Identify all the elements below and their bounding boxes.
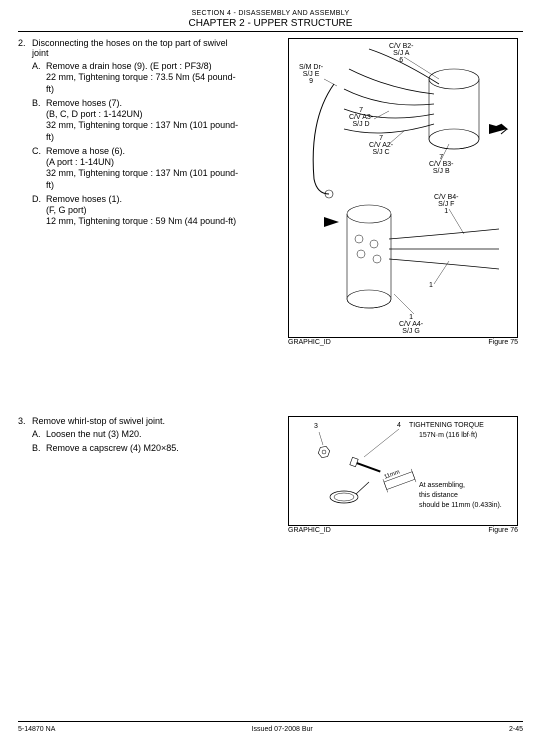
instruction-line: Remove a drain hose (9). (E port : PF3/8… — [46, 61, 242, 72]
instruction-line: 32 mm, Tightening torque : 137 Nm (101 p… — [46, 168, 242, 191]
fig-callout: 4 — [397, 422, 401, 429]
figure-75-svg — [289, 39, 519, 339]
instruction-line: Remove a hose (6). — [46, 146, 242, 157]
figure-caption: Figure 76 — [488, 527, 518, 534]
fig-label: 1 — [429, 282, 433, 289]
section-header: SECTION 4 - DISASSEMBLY AND ASSEMBLY — [18, 10, 523, 17]
instruction-line: Remove hoses (1). — [46, 194, 242, 205]
fig-torque-value: 157N·m (116 lbf·ft) — [419, 432, 477, 439]
sub-letter: B. — [32, 443, 46, 454]
sub-letter: B. — [32, 98, 46, 143]
figure-76: 3 4 TIGHTENING TORQUE 157N·m (116 lbf·ft… — [288, 416, 518, 526]
footer-issue: Issued 07-2008 Bur — [252, 726, 313, 733]
fig-label: C/V B2- S/J A6 — [389, 43, 414, 64]
figure-76-svg — [289, 417, 519, 527]
fig-label: 7C/V A3- S/J D — [349, 107, 373, 128]
step-num: 2. — [18, 38, 32, 58]
graphic-id: GRAPHIC_ID — [288, 339, 331, 346]
fig-torque-label: TIGHTENING TORQUE — [409, 422, 484, 429]
fig-label: 1C/V A4- S/J G — [399, 314, 423, 335]
sub-letter: A. — [32, 429, 46, 440]
footer-page: 2-45 — [509, 726, 523, 733]
instruction-line: 32 mm, Tightening torque : 137 Nm (101 p… — [46, 120, 242, 143]
instruction-line: 12 mm, Tightening torque : 59 Nm (44 pou… — [46, 216, 242, 227]
sub-letter: A. — [32, 61, 46, 95]
instruction-line: Remove hoses (7). — [46, 98, 242, 109]
instruction-line: 22 mm, Tightening torque : 73.5 Nm (54 p… — [46, 72, 242, 95]
chapter-title: CHAPTER 2 - UPPER STRUCTURE — [18, 18, 523, 32]
instruction-line: (F, G port) — [46, 205, 242, 216]
fig-label: C/V B4- S/J F1 — [434, 194, 459, 215]
fig-label: 7C/V A2- S/J C — [369, 135, 393, 156]
fig-label: 7C/V B3- S/J B — [429, 154, 454, 175]
sub-letter: D. — [32, 194, 46, 228]
sub-letter: C. — [32, 146, 46, 191]
instruction-line: (B, C, D port : 1-142UN) — [46, 109, 242, 120]
step-2-text: 2. Disconnecting the hoses on the top pa… — [18, 38, 248, 346]
fig-note: should be 11mm (0.433in). — [419, 502, 502, 509]
figure-75: C/V B2- S/J A6 S/M Dr- S/J E9 7C/V A3- S… — [288, 38, 518, 338]
step-title: Disconnecting the hoses on the top part … — [32, 38, 242, 58]
instruction-line: Remove a capscrew (4) M20×85. — [46, 443, 242, 454]
fig-callout: 3 — [314, 423, 318, 430]
step-3-text: 3. Remove whirl-stop of swivel joint. A.… — [18, 416, 248, 534]
page-footer: 5-14870 NA Issued 07-2008 Bur 2-45 — [18, 721, 523, 733]
figure-caption: Figure 75 — [488, 339, 518, 346]
fig-note: At assembling, — [419, 482, 465, 489]
step-num: 3. — [18, 416, 32, 426]
fig-label: S/M Dr- S/J E9 — [299, 64, 323, 85]
footer-doc-id: 5-14870 NA — [18, 726, 55, 733]
instruction-line: (A port : 1-14UN) — [46, 157, 242, 168]
graphic-id: GRAPHIC_ID — [288, 527, 331, 534]
fig-note: this distance — [419, 492, 458, 499]
step-title: Remove whirl-stop of swivel joint. — [32, 416, 242, 426]
instruction-line: Loosen the nut (3) M20. — [46, 429, 242, 440]
